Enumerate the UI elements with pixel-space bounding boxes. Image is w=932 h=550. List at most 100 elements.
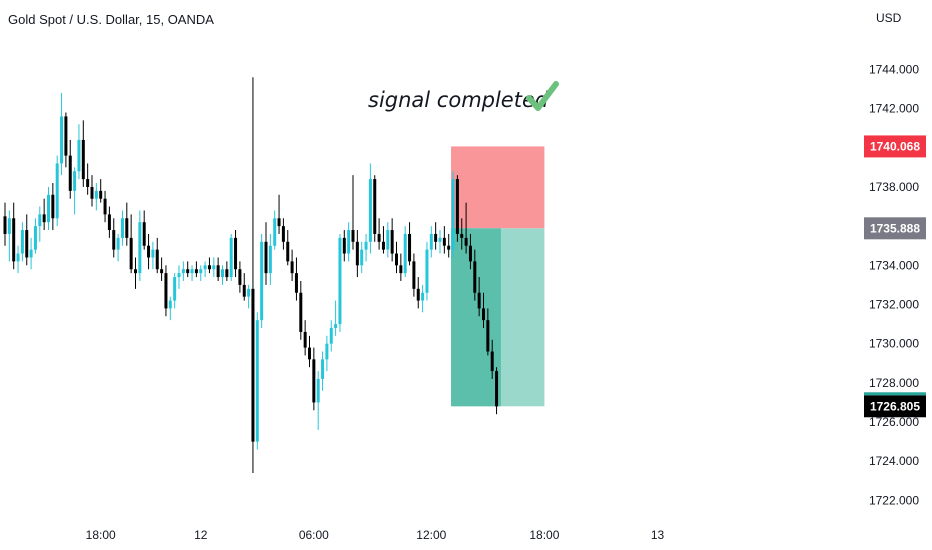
candle-body [199, 269, 203, 274]
candle-body [351, 230, 355, 242]
candle [51, 183, 55, 231]
candle-body [273, 218, 277, 246]
price-tag-label: 1735.888 [870, 221, 920, 235]
candle [81, 120, 85, 187]
candle-body [212, 265, 216, 270]
candle-body [86, 179, 90, 187]
candle [447, 233, 451, 258]
candle [203, 261, 207, 278]
candle [229, 233, 233, 281]
candle [216, 257, 220, 281]
candle-body [364, 241, 368, 250]
candle-body [134, 269, 137, 274]
candle-body [77, 139, 81, 172]
candle [194, 261, 198, 278]
candle-body [381, 241, 385, 250]
candle [421, 284, 425, 313]
candle-body [242, 284, 246, 297]
candle-body [42, 214, 46, 223]
candle [477, 277, 481, 317]
candle [86, 163, 90, 195]
candle-body [81, 139, 85, 180]
candle-body [51, 194, 55, 219]
candle [390, 218, 394, 262]
candle [134, 257, 137, 289]
candle [268, 233, 272, 285]
candle [77, 124, 81, 180]
candle [164, 265, 168, 317]
candle [199, 265, 203, 281]
price-tag-box [864, 395, 926, 418]
candle-body [482, 308, 485, 321]
y-tick-label: 1732.000 [869, 297, 919, 311]
candle-body [25, 230, 29, 258]
x-tick-label: 12:00 [416, 528, 446, 542]
candle [238, 261, 242, 293]
candle [38, 206, 42, 242]
candle [160, 257, 164, 281]
candle [107, 206, 111, 238]
candle-body [260, 241, 264, 321]
candle [90, 175, 94, 207]
candle [425, 241, 429, 301]
candle [403, 226, 407, 278]
candle-body [33, 226, 37, 250]
stop-loss-zone [451, 146, 545, 229]
candle [138, 210, 142, 281]
candle [142, 210, 146, 250]
candle-body [155, 249, 159, 270]
candle [260, 233, 264, 328]
candle-body [99, 190, 103, 199]
candle-body [390, 230, 394, 254]
candle [255, 312, 259, 450]
candle-body [338, 237, 342, 325]
candle [225, 261, 229, 281]
candle [151, 241, 155, 270]
candle [368, 163, 372, 254]
signal-annotation[interactable]: signal completed [368, 81, 559, 112]
candle-body [316, 378, 320, 403]
candle-body [373, 179, 377, 234]
candle-body [125, 218, 129, 238]
candle [286, 230, 290, 266]
candle-body [290, 261, 294, 274]
y-tick-label: 1726.000 [869, 415, 919, 429]
candle [299, 280, 303, 340]
candle [412, 253, 416, 297]
candle-body [138, 222, 142, 274]
candle [347, 222, 351, 262]
position-tool[interactable] [451, 146, 545, 407]
candle [251, 77, 255, 473]
candle-body [308, 347, 311, 360]
candle [60, 92, 64, 176]
candle [207, 257, 211, 274]
candle-body [395, 253, 398, 266]
candle [316, 371, 320, 430]
candle [373, 175, 377, 242]
candle [264, 222, 268, 285]
candle-body [281, 226, 285, 242]
candle-body [455, 179, 459, 234]
candle-body [312, 359, 316, 403]
x-tick-label: 12 [194, 528, 208, 542]
candle-body [160, 269, 164, 274]
candle-body [116, 237, 120, 250]
candle [364, 233, 368, 262]
candle [312, 347, 316, 411]
candle-body [168, 300, 172, 309]
candle-body [434, 233, 438, 242]
x-tick-label: 13 [651, 528, 665, 542]
candle [94, 183, 98, 211]
candle [125, 202, 129, 246]
candle [460, 218, 464, 250]
candle-body [255, 320, 259, 442]
candle [434, 222, 438, 250]
candle [290, 249, 294, 281]
candle [342, 230, 346, 262]
candle-body [447, 245, 451, 250]
y-tick-label: 1728.000 [869, 376, 919, 390]
time-axis[interactable]: 18:00 12 06:00 12:00 18:00 13 [86, 528, 665, 542]
candle [181, 261, 185, 281]
candle-body [64, 116, 68, 156]
